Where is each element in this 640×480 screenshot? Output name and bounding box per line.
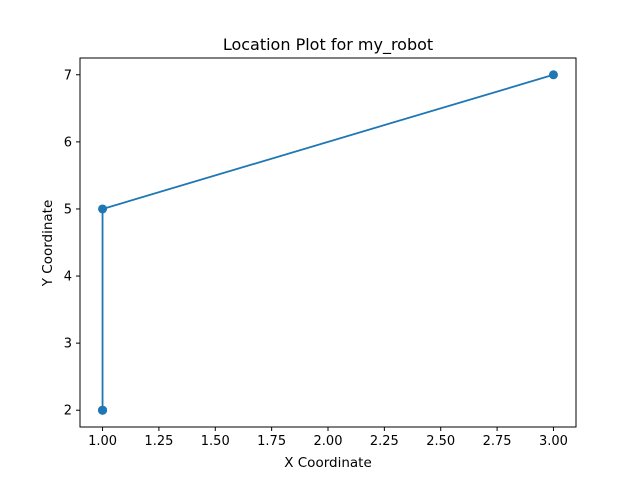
y-tick-label: 3: [64, 337, 72, 352]
data-point: [98, 204, 108, 214]
x-axis-label: X Coordinate: [284, 455, 372, 471]
y-axis-ticks: 2 3 4 5 6 7: [64, 68, 80, 419]
x-tick-label: 1.00: [88, 434, 117, 449]
x-tick-label: 2.75: [483, 434, 512, 449]
data-point: [548, 70, 558, 80]
x-tick-label: 1.75: [257, 434, 286, 449]
y-tick-label: 5: [64, 202, 72, 217]
series-layer: [98, 70, 558, 415]
data-point: [98, 405, 108, 415]
y-tick-label: 6: [64, 135, 72, 150]
axes-frame: [79, 57, 577, 428]
y-tick-label: 2: [64, 404, 72, 419]
x-tick-label: 2.25: [370, 434, 399, 449]
chart-title: Location Plot for my_robot: [223, 35, 433, 55]
y-axis-label: Y Coordinate: [40, 200, 56, 288]
x-tick-label: 1.50: [201, 434, 230, 449]
x-tick-label: 1.25: [144, 434, 173, 449]
y-tick-label: 4: [64, 270, 72, 285]
x-tick-label: 2.50: [426, 434, 455, 449]
x-axis-ticks: 1.00 1.25 1.50 1.75 2.00 2.25 2.50 2.75 3.00: [88, 427, 568, 449]
x-tick-label: 3.00: [539, 434, 568, 449]
x-tick-label: 2.00: [314, 434, 343, 449]
y-tick-label: 7: [64, 68, 72, 83]
